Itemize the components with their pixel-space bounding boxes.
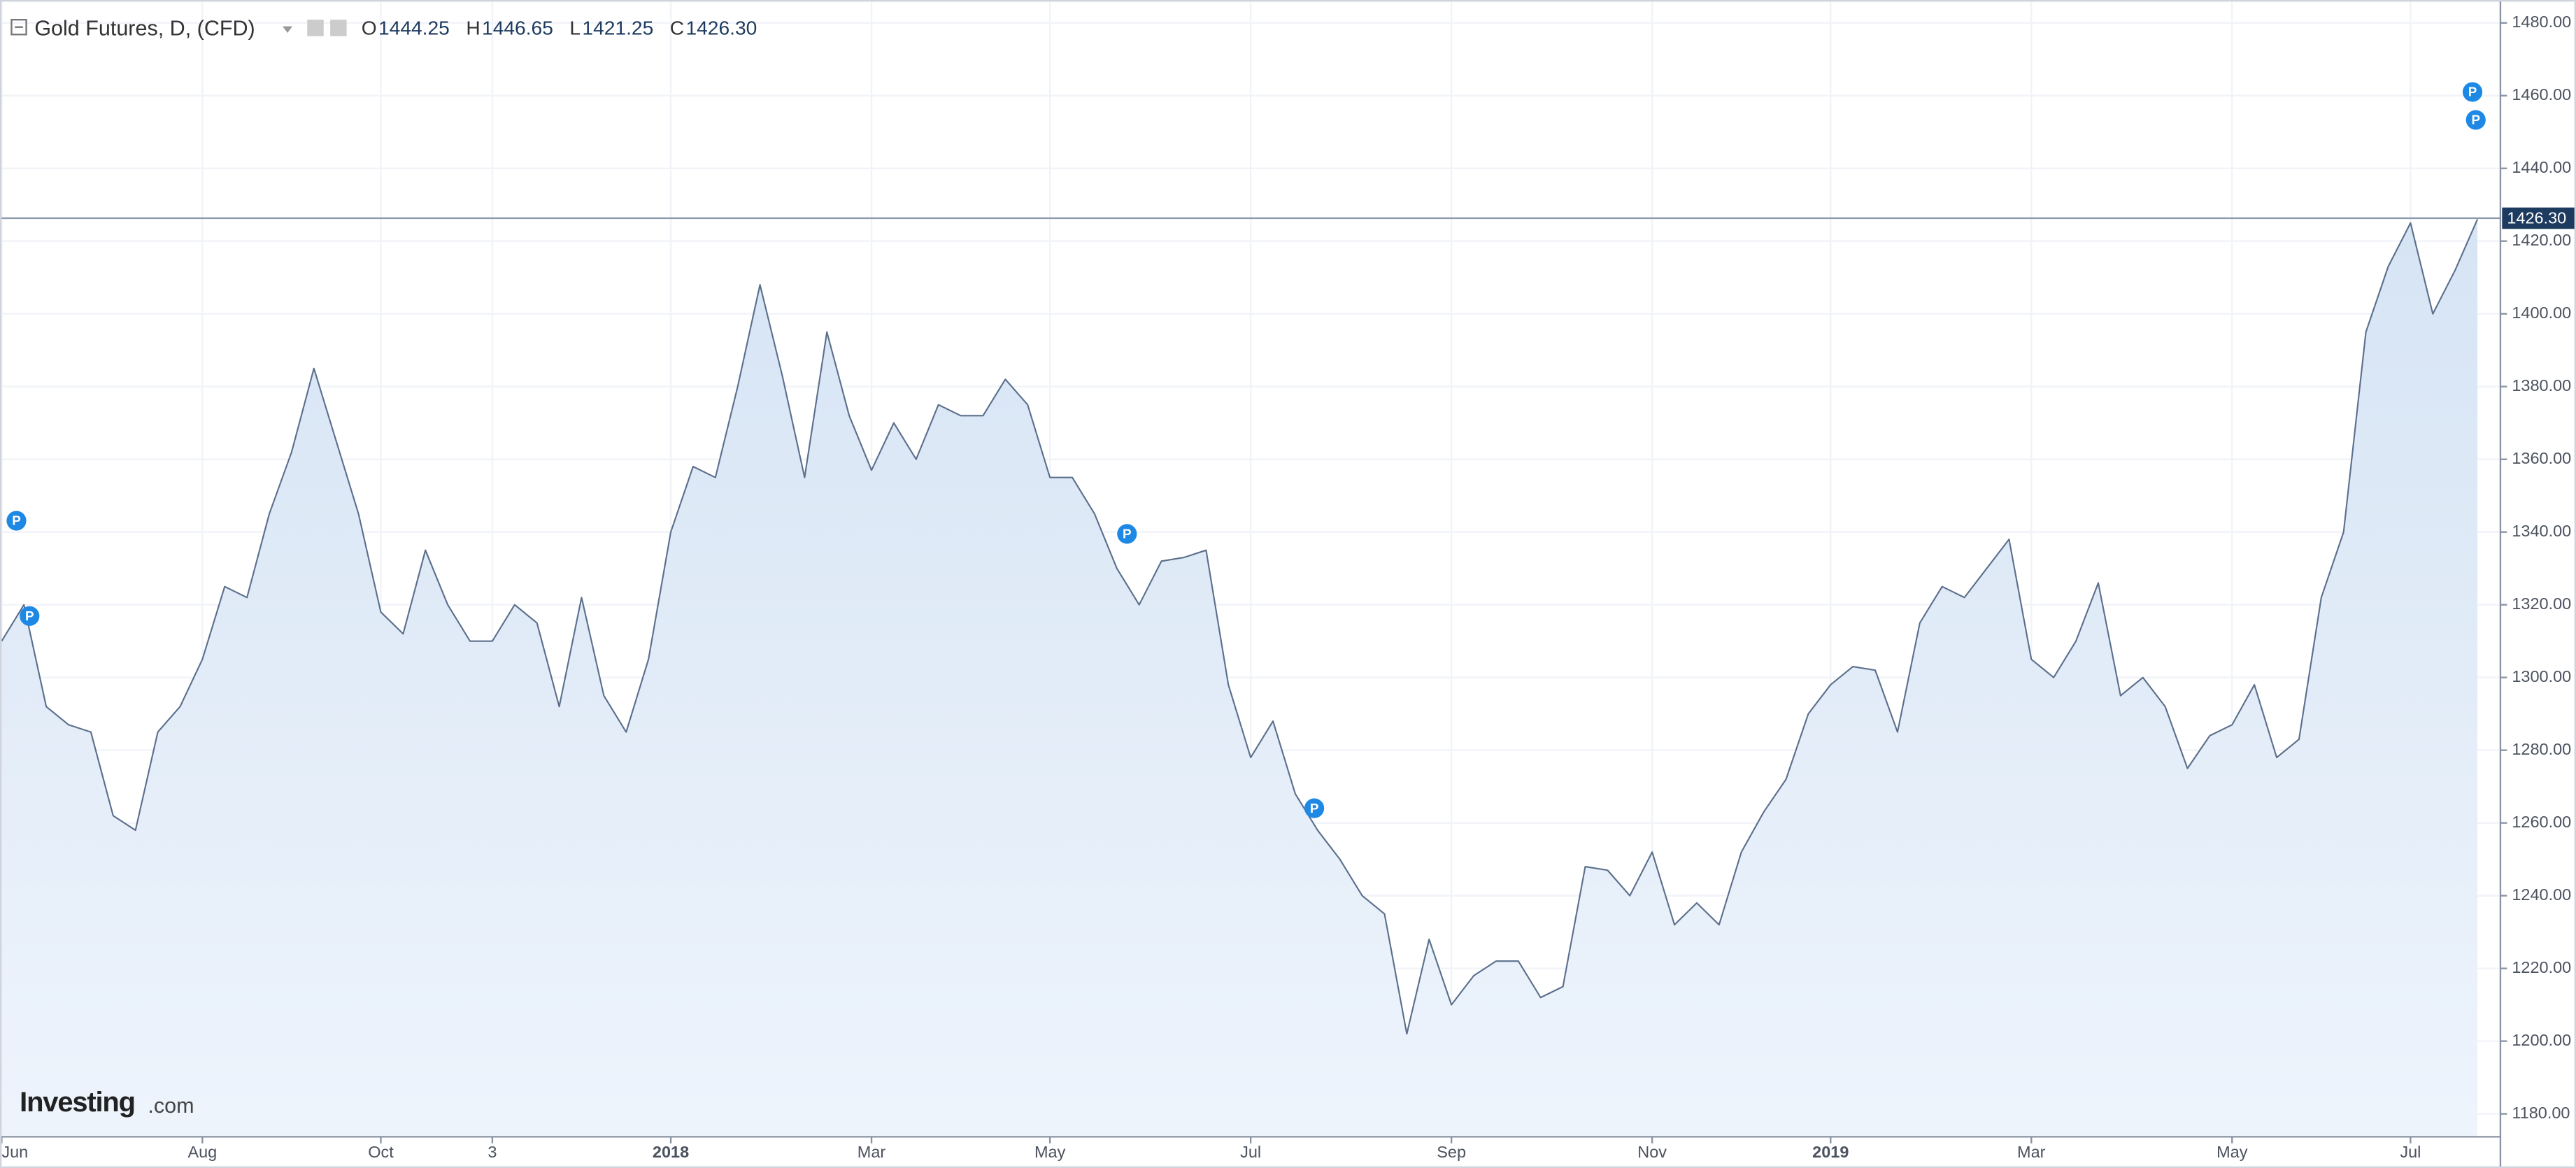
- price-line: [1, 219, 2479, 1035]
- event-marker[interactable]: P: [20, 606, 40, 626]
- ohlc-value: 1421.25: [582, 17, 653, 39]
- y-tick-label: 1420.00: [2512, 231, 2571, 249]
- dropdown-icon[interactable]: [283, 26, 293, 33]
- x-tick-label: Jul: [2400, 1143, 2421, 1161]
- ohlc-name: C: [670, 17, 684, 39]
- last-price-box: [2502, 207, 2575, 229]
- event-label: P: [1123, 527, 1132, 541]
- watermark-suffix: .com: [148, 1094, 194, 1118]
- x-tick-label: Mar: [2017, 1143, 2046, 1161]
- x-tick-label: Sep: [1437, 1143, 1466, 1161]
- x-tick-label: Nov: [1637, 1143, 1667, 1161]
- x-tick-label: May: [1034, 1143, 1066, 1161]
- y-tick-label: 1460.00: [2512, 85, 2571, 104]
- x-tick-label: Jul: [1240, 1143, 1261, 1161]
- x-tick-label: 2018: [653, 1143, 689, 1161]
- x-tick-label: 3: [488, 1143, 497, 1161]
- ohlc-value: 1444.25: [378, 17, 450, 39]
- event-marker[interactable]: P: [1304, 798, 1325, 818]
- y-tick-label: 1360.00: [2512, 449, 2571, 467]
- y-tick-label: 1480.00: [2512, 13, 2571, 31]
- y-tick-label: 1240.00: [2512, 885, 2571, 904]
- legend-header: Gold Futures, D, (CFD) O 1444.25 H 1446.65 L…: [10, 16, 757, 40]
- y-tick-label: 1220.00: [2512, 958, 2571, 976]
- watermark-brand: Investing: [20, 1087, 135, 1118]
- event-marker[interactable]: P: [1117, 524, 1137, 544]
- x-tick-label: Aug: [187, 1143, 217, 1161]
- x-tick-label: Jun: [1, 1143, 28, 1161]
- y-tick-label: 1320.00: [2512, 594, 2571, 613]
- ohlc-value: 1446.65: [482, 17, 553, 39]
- event-label: P: [12, 513, 21, 528]
- event-label: P: [1310, 801, 1319, 816]
- hide-icon[interactable]: [330, 20, 347, 36]
- x-tick-label: Oct: [368, 1143, 394, 1161]
- collapse-button[interactable]: [10, 19, 27, 36]
- y-tick-label: 1200.00: [2512, 1031, 2571, 1049]
- event-marker[interactable]: P: [2462, 82, 2483, 102]
- y-tick-label: 1180.00: [2512, 1104, 2570, 1122]
- watermark: Investing .com: [20, 1087, 194, 1118]
- y-tick-label: 1440.00: [2512, 158, 2571, 176]
- ohlc-name: H: [466, 17, 480, 39]
- ohlc-name: O: [362, 17, 377, 39]
- event-label: P: [2471, 113, 2480, 127]
- y-tick-label: 1300.00: [2512, 667, 2571, 685]
- y-tick-label: 1380.00: [2512, 376, 2571, 394]
- symbol-title: Gold Futures, D, (CFD): [34, 16, 255, 40]
- area-fill: [1, 219, 2478, 1137]
- event-marker[interactable]: P: [6, 511, 27, 531]
- x-tick-label: May: [2216, 1143, 2248, 1161]
- y-tick-label: 1280.00: [2512, 740, 2571, 758]
- x-tick-label: Mar: [858, 1143, 886, 1161]
- y-tick-label: 1340.00: [2512, 522, 2571, 540]
- last-price-label: 1426.30: [2507, 208, 2566, 227]
- events: P P P P P P: [6, 82, 2486, 818]
- plot: [0, 217, 2500, 1137]
- ohlc-name: L: [569, 17, 581, 39]
- event-marker[interactable]: P: [2465, 110, 2486, 130]
- y-tick-label: 1400.00: [2512, 304, 2571, 322]
- event-label: P: [2468, 85, 2477, 99]
- event-label: P: [25, 608, 34, 623]
- y-tick-label: 1260.00: [2512, 813, 2571, 831]
- ohlc-value: 1426.30: [685, 17, 757, 39]
- x-tick-label: 2019: [1812, 1143, 1849, 1161]
- settings-icon[interactable]: [307, 20, 324, 36]
